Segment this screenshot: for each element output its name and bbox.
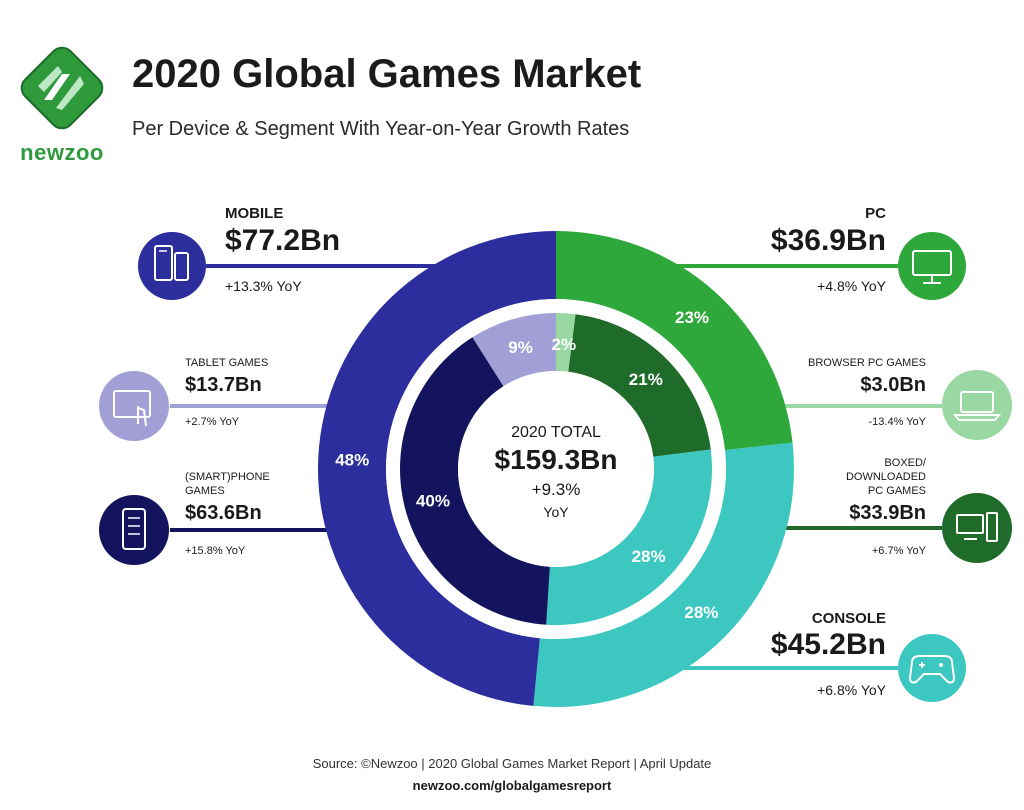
boxed-value: $33.9Bn [849,502,926,524]
inner-slice-tablet-games [472,313,556,387]
tablet-title: TABLET GAMES [185,357,269,369]
tablet-growth: +2.7% YoY [185,416,240,428]
inner-label-smart-phone-games: 40% [416,492,450,511]
inner-label-console: 28% [632,547,666,566]
outer-label-pc: 23% [675,308,709,327]
browser-value: $3.0Bn [860,374,926,396]
slice-labels: 23% 28% 48% 2% 21% 28% 40% 9% [335,308,718,622]
total-label: 2020 TOTAL [511,424,601,441]
tablet-value: $13.7Bn [185,374,262,396]
inner-label-browser-pc-games: 2% [552,335,577,354]
inner-label-tablet-games: 9% [508,338,533,357]
phone-title-line2: GAMES [185,485,225,497]
browser-growth: -13.4% YoY [868,416,927,428]
pc-growth: +4.8% YoY [817,278,886,294]
monitor-icon [898,232,966,300]
outer-label-mobile: 48% [335,450,369,469]
outer-slice-console [533,442,795,707]
inner-slice-boxed-downloaded-pc-games [568,314,711,457]
inner-label-boxed-downloaded-pc-games: 21% [629,370,663,389]
mobile-devices-icon [138,232,206,300]
laptop-icon [942,370,1012,440]
smartphone-icon [99,495,169,565]
outer-label-console: 28% [684,603,718,622]
browser-title: BROWSER PC GAMES [808,357,926,369]
boxed-title-line1: BOXED/ [884,457,926,469]
pc-title: PC [865,205,886,222]
console-growth: +6.8% YoY [817,682,886,698]
total-growth-unit: YoY [543,504,569,520]
newzoo-logo [20,46,104,130]
pc-value: $36.9Bn [770,224,886,257]
inner-slice-smart-phone-games [399,337,550,625]
outer-slice-mobile [318,231,556,706]
desktop-tower-icon [942,493,1012,563]
total-growth: +9.3% [531,480,581,499]
total-value: $159.3Bn [494,444,618,475]
center-hole [458,371,654,567]
gamepad-icon [898,634,966,702]
mobile-growth: +13.3% YoY [225,278,302,294]
boxed-title-line2: DOWNLOADED [845,471,926,483]
phone-growth: +15.8% YoY [185,545,246,557]
tablet-touch-icon [99,371,169,441]
inner-slice-console [546,449,712,626]
source-note: Source: ©Newzoo | 2020 Global Games Mark… [312,756,712,771]
phone-title-line1: (SMART)PHONE [185,471,270,483]
logo-wordmark: newzoo [20,140,104,165]
console-value: $45.2Bn [770,628,886,661]
phone-value: $63.6Bn [185,502,262,524]
outer-slice-pc [556,231,793,451]
inner-ring [399,313,712,626]
inner-slice-browser-pc-games [556,313,576,372]
page-subtitle: Per Device & Segment With Year-on-Year G… [132,118,630,140]
mobile-value: $77.2Bn [225,224,341,257]
boxed-growth: +6.7% YoY [871,545,926,557]
page-title: 2020 Global Games Market [132,52,642,96]
boxed-title-line3: PC GAMES [867,485,926,497]
console-title: CONSOLE [811,610,886,627]
report-url[interactable]: newzoo.com/globalgamesreport [412,778,612,793]
mobile-title: MOBILE [225,205,284,222]
